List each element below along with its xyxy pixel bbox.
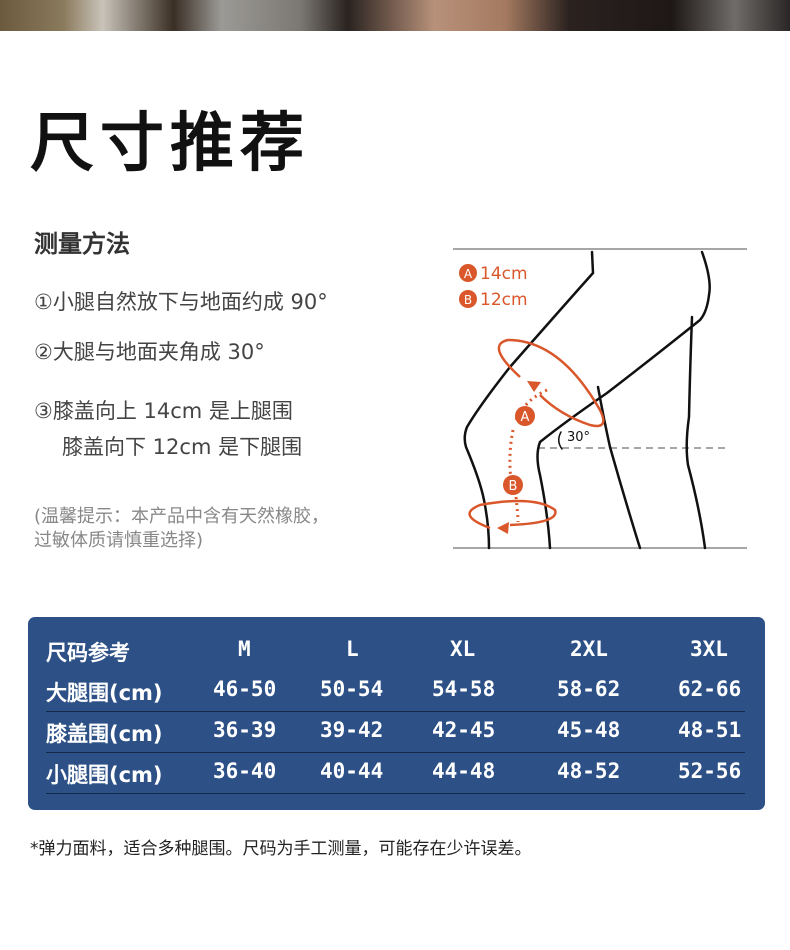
table-row: 大腿围(cm) 46-50 50-54 54-58 58-62 62-66 (46, 671, 745, 712)
table-header-row: 尺码参考 M L XL 2XL 3XL (46, 631, 745, 671)
legend-a-value: 14cm (480, 264, 528, 284)
table-cell: 62-66 (678, 677, 742, 701)
table-cell: 36-39 (213, 718, 277, 742)
warning-note-2: 过敏体质请慎重选择) (34, 530, 204, 551)
angle-label: 30° (567, 430, 590, 445)
step-3-cont: 膝盖向下 12cm 是下腿围 (62, 435, 303, 459)
header-cell: L (346, 637, 359, 661)
table-cell: 44-48 (432, 759, 496, 783)
svg-text:B: B (464, 293, 472, 307)
marker-a (515, 406, 535, 426)
table-cell: 36-40 (213, 759, 277, 783)
table-cell: 52-56 (678, 759, 742, 783)
thigh-measure-loop (497, 338, 605, 428)
table-cell: 54-58 (432, 677, 496, 701)
step-1: ①小腿自然放下与地面约成 90° (34, 290, 328, 314)
svg-text:B: B (509, 479, 518, 494)
table-cell: 48-52 (557, 759, 621, 783)
table-cell: 46-50 (213, 677, 277, 701)
footer-note: *弹力面料，适合多种腿围。尺码为手工测量，可能存在少许误差。 (30, 839, 532, 859)
header-cell: XL (450, 637, 476, 661)
table-cell: 50-54 (320, 677, 384, 701)
table-cell: 58-62 (557, 677, 621, 701)
arrow-up-icon (527, 381, 541, 392)
product-photo-strip (0, 0, 790, 31)
row-label: 小腿围(cm) (46, 763, 163, 787)
svg-text:A: A (464, 267, 473, 281)
page-title: 尺寸推荐 (30, 107, 310, 181)
calf-measure-loop (468, 499, 557, 530)
legend-b-value: 12cm (480, 290, 528, 310)
knee-measurement-diagram: 30° A B A 14cm B 12cm (453, 248, 747, 550)
angle-arc (558, 431, 563, 450)
header-cell: 尺码参考 (46, 641, 130, 665)
table-cell: 42-45 (432, 718, 496, 742)
table-cell: 45-48 (557, 718, 621, 742)
table-row: 膝盖围(cm) 36-39 39-42 42-45 45-48 48-51 (46, 712, 745, 753)
row-label: 大腿围(cm) (46, 681, 163, 705)
path-A-B (508, 429, 515, 481)
header-cell: 2XL (570, 637, 608, 661)
table-cell: 39-42 (320, 718, 384, 742)
step-2: ②大腿与地面夹角成 30° (34, 340, 265, 364)
other-leg-line-1 (596, 385, 642, 550)
leg-front-outline (536, 250, 711, 550)
warning-note-1: (温馨提示：本产品中含有天然橡胶， (34, 506, 330, 527)
step-3: ③膝盖向上 14cm 是上腿围 (34, 399, 293, 423)
legend-marker-b (459, 290, 477, 308)
leg-back-outline (463, 250, 595, 550)
other-leg-line-2 (685, 315, 707, 550)
legend-marker-a (459, 264, 477, 282)
table-cell: 40-44 (320, 759, 384, 783)
row-label: 膝盖围(cm) (46, 722, 163, 746)
header-cell: 3XL (690, 637, 728, 661)
arrow-down-icon (497, 522, 509, 534)
size-table: 尺码参考 M L XL 2XL 3XL 大腿围(cm) 46-50 50-54 … (28, 617, 765, 810)
method-heading: 测量方法 (34, 230, 130, 258)
svg-text:A: A (521, 410, 530, 425)
table-row: 小腿围(cm) 36-40 40-44 44-48 48-52 52-56 (46, 753, 745, 794)
marker-b (503, 475, 523, 495)
table-cell: 48-51 (678, 718, 742, 742)
header-cell: M (238, 637, 251, 661)
